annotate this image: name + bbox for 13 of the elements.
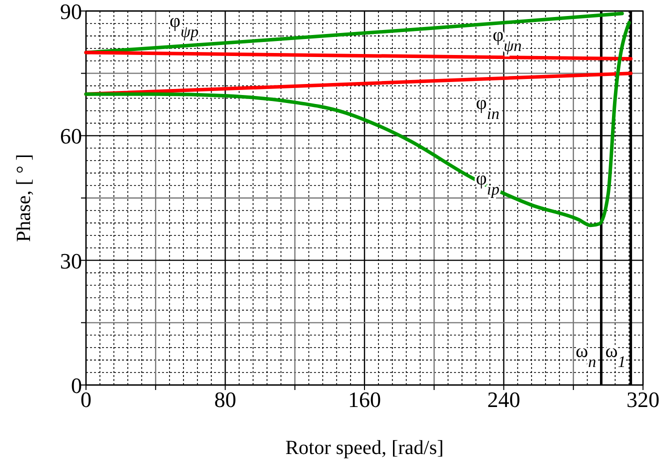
ref-line-label: ω$_{n}$ (576, 341, 596, 371)
y-axis-title: Phase, [ ° ] (13, 154, 35, 242)
x-axis-title: Rotor speed, [rad/s] (285, 437, 444, 459)
series-label: φ$_{ψn}$ (492, 25, 522, 55)
x-tick-label: 160 (348, 387, 381, 412)
y-tick-label: 60 (60, 124, 82, 149)
line-series (84, 12, 624, 54)
y-tick-label: 30 (60, 248, 82, 274)
x-tick-label: 80 (214, 387, 236, 412)
y-tick-label: 90 (60, 0, 82, 24)
series-label: φ$_{in}$ (476, 93, 500, 123)
x-tick-label: 240 (487, 387, 520, 412)
x-tick-label: 320 (626, 387, 660, 412)
